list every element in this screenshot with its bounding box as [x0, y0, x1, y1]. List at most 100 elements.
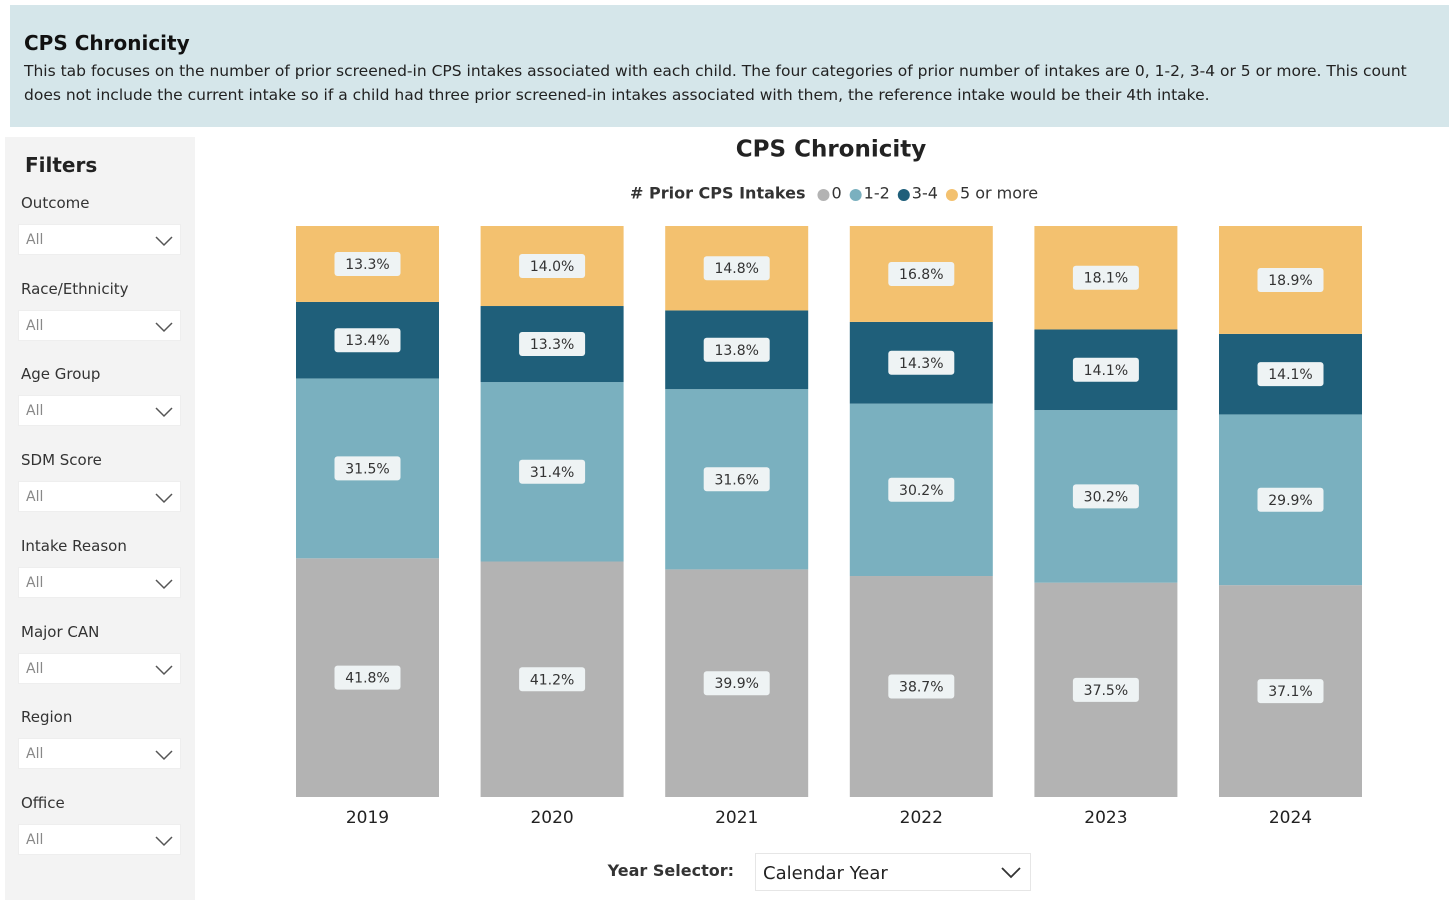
data-label: 38.7%	[899, 680, 943, 696]
filter-label: Outcome	[21, 194, 90, 212]
filters-panel: Filters Outcome All Race/Ethnicity All Age G…	[5, 137, 195, 900]
filter-dropdown[interactable]: All	[18, 224, 181, 255]
data-label-bg	[1257, 362, 1324, 387]
data-label: 16.8%	[899, 267, 943, 283]
x-tick-label: 2022	[900, 808, 943, 828]
chevron	[155, 836, 173, 846]
chevron	[155, 493, 173, 504]
filter-dropdown[interactable]: All	[18, 395, 181, 427]
filter-label: Race/Ethnicity	[21, 279, 129, 298]
data-label: 14.1%	[1084, 363, 1128, 379]
legend-swatch	[945, 189, 958, 201]
header: CPS Chronicity This tab focuses on the n…	[10, 5, 1449, 127]
filter-dropdown[interactable]: All	[18, 309, 181, 341]
chevron	[155, 664, 173, 675]
x-tick-label: 2019	[346, 808, 389, 828]
filter-value: All	[26, 746, 44, 763]
data-label-bg	[519, 254, 586, 279]
data-label: 30.2%	[899, 483, 943, 499]
data-label-bg	[1257, 487, 1324, 512]
data-label-bg	[888, 477, 955, 502]
filter-dropdown[interactable]: All	[18, 481, 181, 513]
filter-label: Office	[21, 793, 65, 812]
data-label: 18.9%	[1268, 273, 1312, 289]
data-label: 29.9%	[1268, 493, 1312, 509]
filter-value: All	[26, 232, 44, 248]
x-tick-label: 2023	[1084, 808, 1127, 828]
data-label: 13.8%	[714, 343, 758, 359]
data-label-bg	[703, 337, 770, 362]
filter-value: All	[26, 317, 44, 334]
legend-label: 1-2	[864, 184, 890, 203]
legend-label: 5 or more	[960, 184, 1038, 203]
data-label-bg	[888, 350, 955, 375]
filter-label: Age Group	[21, 365, 101, 384]
filter-label: Region	[21, 708, 73, 727]
data-label: 37.1%	[1268, 684, 1312, 700]
data-label-bg	[334, 328, 401, 353]
filter-value: All	[26, 403, 44, 420]
data-label-bg	[1072, 357, 1139, 382]
header-description: This tab focuses on the number of prior …	[24, 62, 1407, 104]
filter-value: All	[26, 660, 44, 677]
data-label: 31.6%	[714, 472, 758, 488]
data-label: 30.2%	[1084, 489, 1128, 505]
data-label: 14.8%	[714, 261, 758, 277]
filter-label: Intake Reason	[21, 536, 127, 555]
data-label-bg	[1072, 484, 1139, 509]
chevron	[155, 579, 173, 589]
data-label-bg	[334, 251, 401, 276]
data-label-bg	[703, 256, 770, 281]
filter-label: Major CAN	[21, 622, 100, 641]
header-title: CPS Chronicity	[24, 31, 190, 55]
legend-label: 0	[831, 184, 841, 203]
data-label-bg	[519, 667, 586, 692]
year-selector-label: Year Selector:	[607, 861, 734, 880]
data-label: 14.3%	[899, 356, 943, 372]
chevron	[155, 750, 173, 761]
data-label: 31.4%	[530, 465, 574, 481]
x-tick-label: 2021	[715, 808, 758, 828]
data-label-bg	[888, 261, 955, 286]
data-label: 41.8%	[345, 671, 389, 687]
data-label: 31.5%	[345, 461, 389, 477]
data-label: 13.3%	[345, 257, 389, 273]
year-selector-value: Calendar Year	[763, 863, 888, 884]
data-label: 39.9%	[714, 676, 758, 692]
data-label-bg	[703, 671, 770, 696]
data-label: 14.1%	[1268, 367, 1312, 383]
legend-label: 3-4	[912, 184, 938, 203]
data-label-bg	[334, 456, 401, 481]
data-label: 13.3%	[530, 337, 574, 353]
data-label-bg	[519, 459, 586, 484]
data-label: 18.1%	[1084, 271, 1128, 287]
data-label-bg	[1257, 679, 1324, 704]
data-label: 14.0%	[530, 259, 574, 275]
data-label-bg	[888, 674, 955, 699]
legend-title: # Prior CPS Intakes	[630, 184, 805, 203]
filter-dropdown[interactable]: All	[18, 738, 181, 770]
chevron	[155, 322, 173, 332]
data-label: 37.5%	[1084, 683, 1128, 699]
year-selector[interactable]: Calendar Year	[755, 853, 1031, 891]
x-tick-label: 2024	[1269, 808, 1312, 828]
filter-dropdown[interactable]: All	[18, 823, 181, 855]
data-label-bg	[519, 332, 586, 357]
filter-label: SDM Score	[21, 451, 102, 470]
legend-swatch	[849, 189, 862, 201]
data-label: 41.2%	[530, 672, 574, 688]
chevron	[155, 407, 173, 418]
filters-title: Filters	[25, 153, 98, 177]
legend-swatch	[897, 189, 910, 201]
filter-value: All	[26, 574, 44, 591]
filter-dropdown[interactable]: All	[18, 652, 181, 684]
chart-title: CPS Chronicity	[736, 137, 926, 163]
chevron	[155, 236, 173, 247]
filter-value: All	[26, 831, 44, 848]
data-label-bg	[1257, 267, 1324, 292]
data-label-bg	[1072, 265, 1139, 290]
filter-dropdown[interactable]: All	[18, 566, 181, 598]
filter-value: All	[26, 489, 44, 506]
